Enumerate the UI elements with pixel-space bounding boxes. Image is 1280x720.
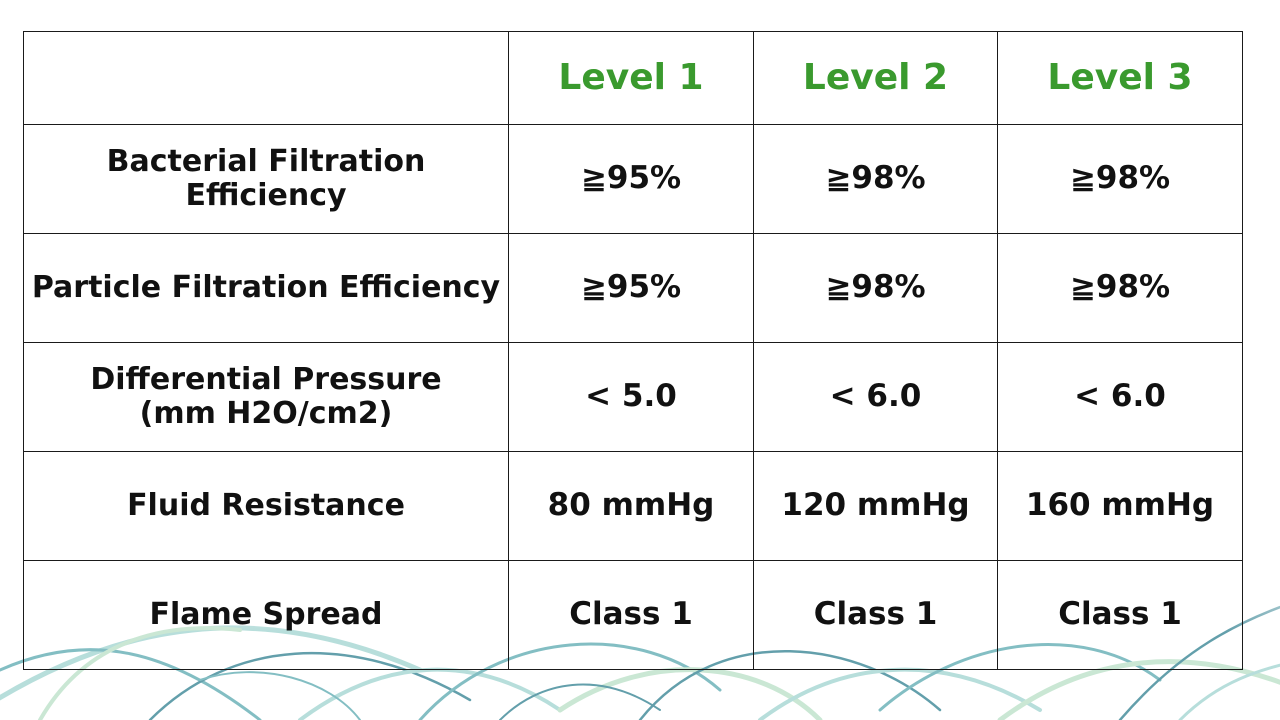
cell-level-1: ≧95% [508,124,754,234]
cell-level-1: Class 1 [508,560,754,670]
row-label: Differential Pressure (mm H2O/cm2) [23,342,509,452]
row-label-text: Flame Spread [149,596,383,632]
cell-level-2: ≧98% [753,124,998,234]
table-row: Flame Spread Class 1 Class 1 Class 1 [23,560,1243,670]
cell-level-2: Class 1 [753,560,998,670]
cell-level-3: ≧98% [997,233,1243,343]
cell-level-1: ≧95% [508,233,754,343]
row-label-text: Bacterial Filtration Efficiency [106,143,426,213]
table-row: Fluid Resistance 80 mmHg 120 mmHg 160 mm… [23,451,1243,561]
row-label: Flame Spread [23,560,509,670]
table-row: Bacterial Filtration Efficiency ≧95% ≧98… [23,124,1243,234]
row-label-text: Fluid Resistance [127,487,405,523]
cell-level-3: 160 mmHg [997,451,1243,561]
cell-level-2: 120 mmHg [753,451,998,561]
header-level-2: Level 2 [753,31,998,125]
cell-level-1: 80 mmHg [508,451,754,561]
cell-level-2: ≧98% [753,233,998,343]
table-row: Particle Filtration Efficiency ≧95% ≧98%… [23,233,1243,343]
corner-cell [23,31,509,125]
table-row: Differential Pressure (mm H2O/cm2) < 5.0… [23,342,1243,452]
cell-level-3: ≧98% [997,124,1243,234]
row-label-text: Differential Pressure [90,361,442,397]
row-label: Fluid Resistance [23,451,509,561]
cell-level-1: < 5.0 [508,342,754,452]
row-label: Particle Filtration Efficiency [23,233,509,343]
row-label: Bacterial Filtration Efficiency [23,124,509,234]
row-label-unit: (mm H2O/cm2) [139,396,393,431]
cell-level-3: < 6.0 [997,342,1243,452]
cell-level-2: < 6.0 [753,342,998,452]
header-level-1: Level 1 [508,31,754,125]
header-level-3: Level 3 [997,31,1243,125]
cell-level-3: Class 1 [997,560,1243,670]
row-label-text: Particle Filtration Efficiency [31,269,501,305]
table-header-row: Level 1 Level 2 Level 3 [23,31,1243,125]
mask-levels-table: Level 1 Level 2 Level 3 Bacterial Filtra… [23,31,1243,670]
